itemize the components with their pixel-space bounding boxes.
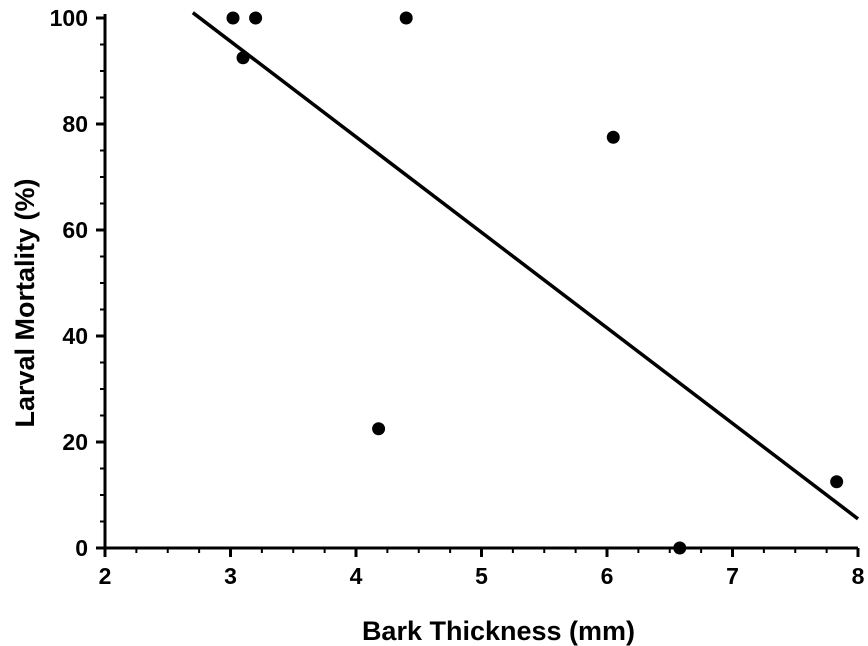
x-tick-label: 4 [350,563,363,589]
y-tick-label: 20 [62,429,88,455]
x-tick-label: 3 [224,563,237,589]
data-point [236,51,250,65]
trendline [191,11,860,521]
data-point [606,130,620,144]
x-axis-title: Bark Thickness (mm) [362,616,635,646]
y-tick-label: 80 [62,111,88,137]
x-tick-label: 8 [852,563,865,589]
data-point [226,11,240,25]
y-tick-label: 60 [62,217,88,243]
ticks [96,16,860,557]
data-point [249,11,263,25]
data-point [399,11,413,25]
data-points [226,11,844,555]
x-tick-label: 6 [601,563,614,589]
y-tick-label: 0 [75,535,88,561]
y-tick-label: 100 [50,5,88,31]
x-tick-label: 7 [726,563,739,589]
data-point [372,422,386,436]
x-tick-label: 5 [475,563,488,589]
x-tick-label: 2 [99,563,112,589]
axes [103,14,858,550]
y-tick-label: 40 [62,323,88,349]
data-point [830,475,844,489]
y-axis-title: Larval Mortality (%) [10,178,40,427]
data-point [673,541,687,555]
